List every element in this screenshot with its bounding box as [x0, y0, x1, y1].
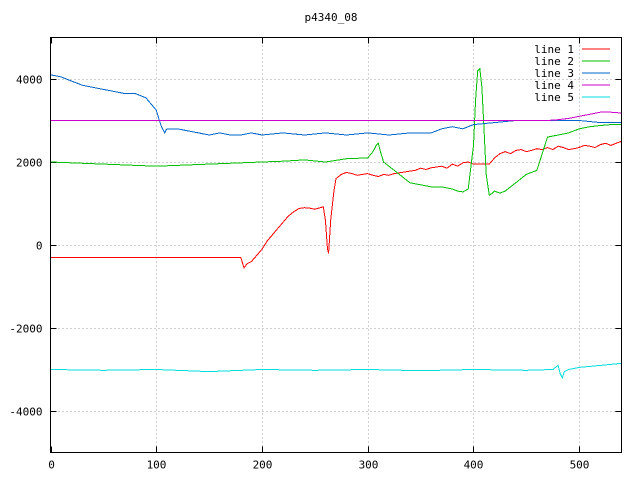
x-tick-label: 300: [359, 459, 379, 472]
y-tick-label: -2000: [9, 323, 42, 336]
series-line-4: [50, 111, 622, 121]
x-tick-label: 200: [253, 459, 273, 472]
series-line-3: [50, 74, 622, 136]
y-tick-label: -4000: [9, 406, 42, 419]
series-line-2: [50, 67, 622, 197]
series-line-5: [50, 362, 622, 380]
legend-label-2: line 2: [534, 55, 574, 68]
x-tick-label: 400: [464, 459, 484, 472]
axes: 0 100 200 300 400 500 -4000 -2000 0 2000 4000: [9, 37, 622, 472]
plot-frame: [50, 37, 622, 453]
legend-label-3: line 3: [534, 67, 574, 80]
x-tick-label: 100: [147, 459, 167, 472]
y-tick-label: 4000: [16, 74, 43, 87]
legend-label-5: line 5: [534, 91, 574, 104]
y-tick-label: 0: [36, 240, 43, 253]
legend-label-1: line 1: [534, 43, 574, 56]
x-tick-label: 500: [570, 459, 590, 472]
y-tick-label: 2000: [16, 157, 43, 170]
series-line-1: [50, 140, 622, 269]
series-group: [50, 67, 622, 380]
legend-label-4: line 4: [534, 79, 574, 92]
chart-title: p4340_08: [305, 11, 358, 24]
x-tick-label: 0: [48, 459, 55, 472]
